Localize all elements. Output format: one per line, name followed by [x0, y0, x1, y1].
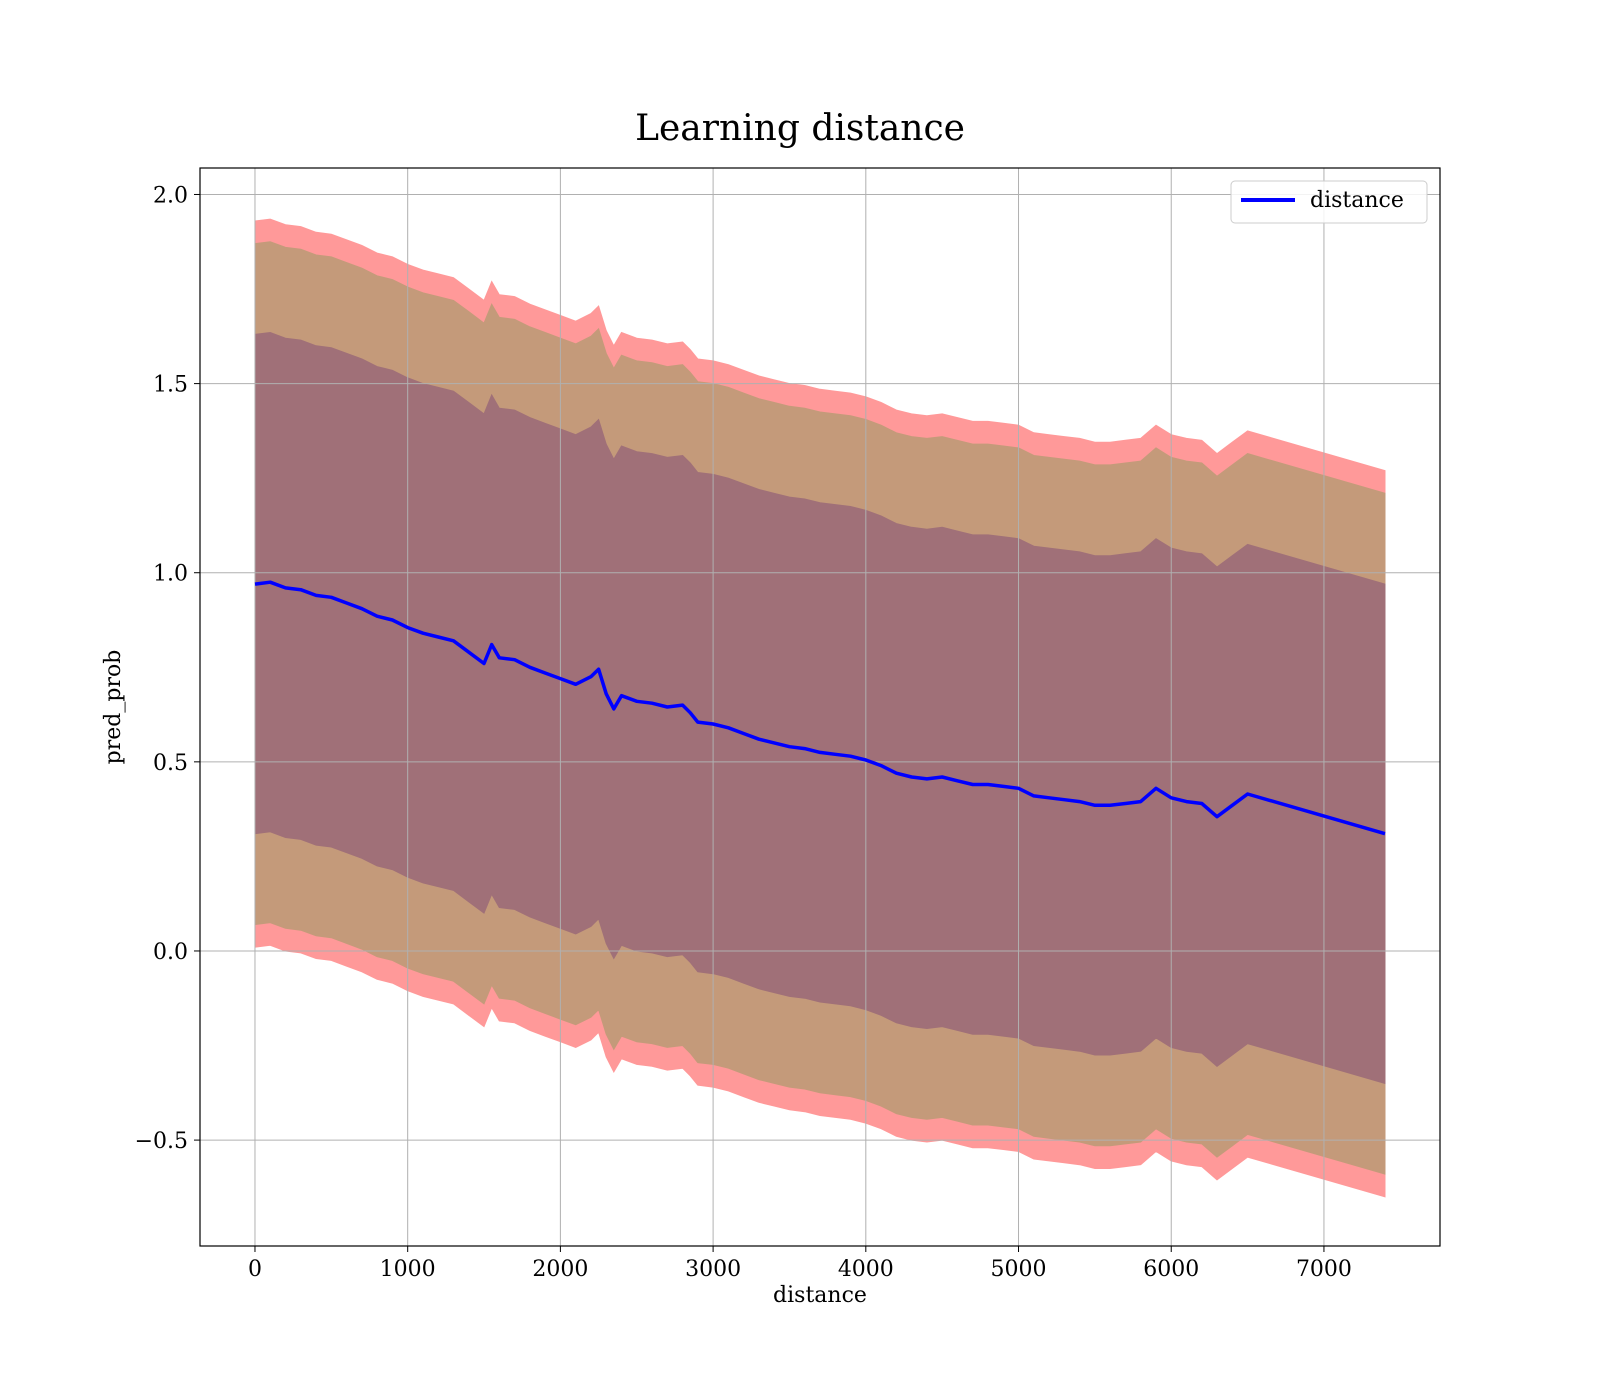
x-ticks: 0 1000 2000 3000 4000 5000 6000 7000 — [248, 1246, 1352, 1282]
legend-label-distance: distance — [1310, 188, 1404, 213]
line-layer — [254, 580, 1386, 836]
legend: distance — [1230, 180, 1428, 224]
x-axis-label: distance — [773, 1283, 867, 1308]
x-tick-label-0: 0 — [248, 1257, 262, 1282]
x-tick-label-2: 2000 — [532, 1257, 588, 1282]
x-tick-label-6: 6000 — [1143, 1257, 1199, 1282]
legend-box — [1230, 180, 1428, 224]
y-tick-label-1: 0.0 — [153, 940, 188, 965]
x-tick-label-5: 5000 — [991, 1257, 1047, 1282]
series-line-distance — [254, 580, 1386, 836]
y-axis-label: pred_prob — [101, 650, 126, 765]
y-tick-label-4: 1.5 — [153, 373, 188, 398]
plot-area-frame — [199, 167, 1441, 1247]
chart-title: Learning distance — [635, 108, 965, 149]
bands-layer — [254, 218, 1386, 1198]
x-tick-label-1: 1000 — [380, 1257, 436, 1282]
y-ticks: −0.5 0.0 0.5 1.0 1.5 2.0 — [135, 183, 200, 1154]
x-tick-label-3: 3000 — [685, 1257, 741, 1282]
x-tick-label-4: 4000 — [838, 1257, 894, 1282]
y-tick-label-5: 2.0 — [153, 183, 188, 208]
x-tick-label-7: 7000 — [1296, 1257, 1352, 1282]
y-tick-label-3: 1.0 — [153, 562, 188, 587]
grid-layer — [200, 168, 1440, 1246]
y-tick-label-2: 0.5 — [153, 751, 188, 776]
y-tick-label-0: −0.5 — [135, 1129, 188, 1154]
confidence-band-3 — [254, 331, 1386, 1085]
